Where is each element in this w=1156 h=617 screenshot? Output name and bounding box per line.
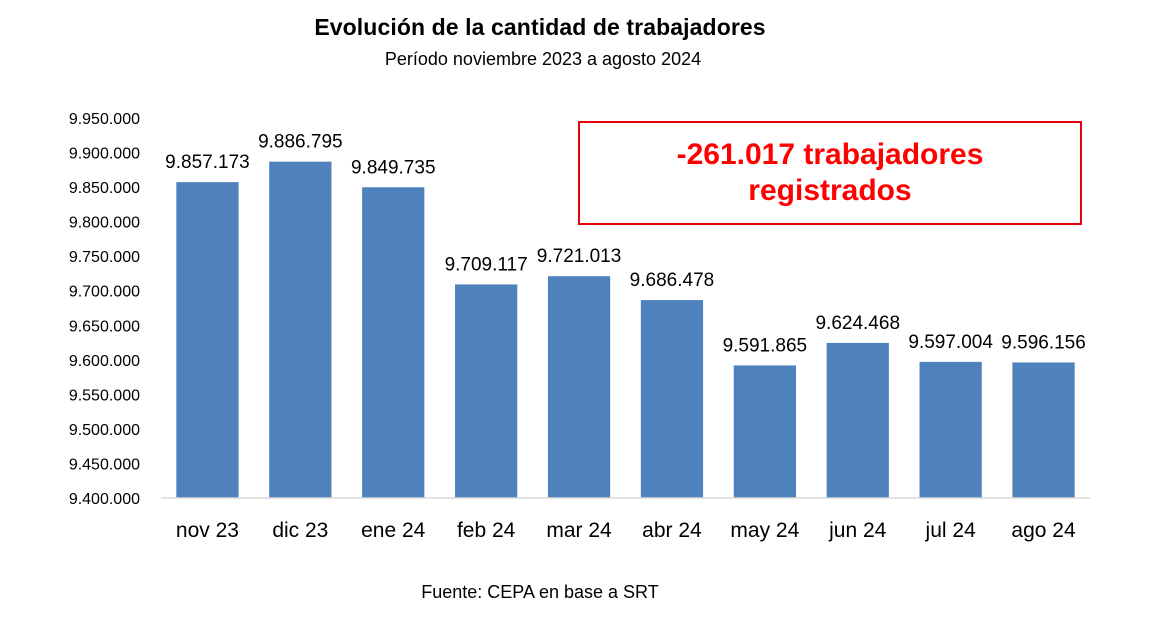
y-tick-label: 9.800.000 — [69, 215, 140, 232]
y-tick-label: 9.700.000 — [69, 284, 140, 301]
y-tick-label: 9.450.000 — [69, 456, 140, 473]
x-tick-label: jul 24 — [925, 519, 977, 542]
x-tick-label: nov 23 — [176, 519, 239, 542]
data-label: 9.591.865 — [723, 335, 808, 356]
data-label: 9.686.478 — [630, 270, 715, 291]
data-label: 9.709.117 — [445, 254, 528, 275]
y-tick-label: 9.750.000 — [69, 249, 140, 266]
bar-abr-24 — [640, 300, 704, 498]
bar-nov-23 — [176, 182, 239, 499]
bar-ago-24 — [1012, 362, 1075, 498]
x-tick-label: dic 23 — [272, 519, 328, 542]
data-labels-group: 9.857.173 9.886.795 9.849.735 9.709.117 9.72… — [165, 132, 1086, 357]
callout-text: -261.017 trabajadores registrados — [676, 138, 984, 207]
chart-subtitle: Período noviembre 2023 a agosto 2024 — [384, 49, 702, 69]
y-tick-label: 9.950.000 — [69, 111, 140, 128]
bar-feb-24 — [455, 284, 518, 498]
chart-title: Evolución de la cantidad de trabajadores — [314, 14, 766, 40]
bar-dic-23 — [269, 161, 332, 498]
data-label: 9.849.735 — [351, 157, 436, 178]
y-tick-label: 9.600.000 — [69, 353, 140, 370]
y-tick-label: 9.850.000 — [69, 180, 140, 197]
data-label: 9.886.795 — [258, 132, 343, 153]
data-label: 9.624.468 — [815, 313, 900, 334]
x-tick-label: ene 24 — [361, 519, 426, 542]
y-tick-label: 9.500.000 — [69, 422, 140, 439]
y-axis: 9.400.000 9.450.000 9.500.000 9.550.000 9.60… — [69, 111, 140, 508]
x-tick-label: jun 24 — [828, 519, 887, 542]
x-tick-label: abr 24 — [642, 519, 702, 542]
data-label: 9.596.156 — [1001, 332, 1086, 353]
callout-box: -261.017 trabajadores registrados — [578, 121, 1082, 225]
bar-mar-24 — [547, 276, 611, 498]
data-label: 9.857.173 — [165, 152, 250, 173]
y-tick-label: 9.400.000 — [69, 491, 140, 508]
data-label: 9.721.013 — [537, 246, 622, 267]
x-axis: nov 23 dic 23 ene 24 feb 24 mar 24 abr 24 may … — [176, 519, 1076, 542]
x-tick-label: may 24 — [730, 519, 799, 542]
x-tick-label: feb 24 — [457, 519, 516, 542]
y-tick-label: 9.900.000 — [69, 146, 140, 163]
bars-group — [176, 161, 1075, 499]
y-tick-label: 9.550.000 — [69, 387, 140, 404]
x-tick-label: mar 24 — [546, 519, 612, 542]
x-tick-label: ago 24 — [1011, 519, 1076, 542]
bar-jun-24 — [826, 342, 889, 498]
source-note: Fuente: CEPA en base a SRT — [421, 582, 659, 602]
bar-jul-24 — [919, 361, 982, 498]
bar-ene-24 — [362, 187, 425, 499]
data-label: 9.597.004 — [908, 332, 993, 353]
y-tick-label: 9.650.000 — [69, 318, 140, 335]
bar-may-24 — [733, 365, 796, 498]
